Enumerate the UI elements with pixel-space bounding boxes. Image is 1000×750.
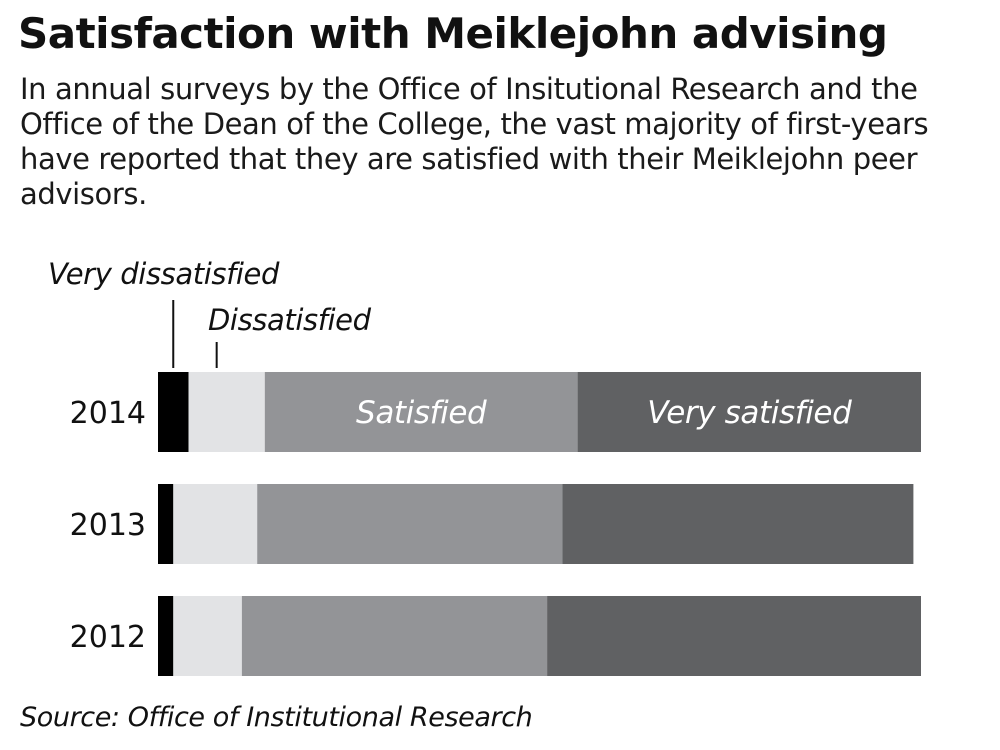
bar-dissatisfied-2014 <box>188 372 265 452</box>
bar-satisfied-2012 <box>241 596 548 676</box>
bar-very-dissatisfied-2013 <box>158 484 174 564</box>
bar-very-satisfied-2013 <box>562 484 914 564</box>
legend-label-very-satisfied: Very satisfied <box>647 395 852 431</box>
year-label-2013: 2013 <box>70 508 146 543</box>
bar-satisfied-2013 <box>257 484 563 564</box>
legend-label-very-dissatisfied: Very dissatisfied <box>48 257 280 291</box>
page-subtitle: In annual surveys by the Office of Insit… <box>20 72 929 211</box>
source-note: Source: Office of Institutional Research <box>20 702 533 733</box>
bar-dissatisfied-2013 <box>173 484 258 564</box>
bar-satisfied-2014 <box>264 372 578 452</box>
labels-layer: 2014 2013 2012 Very dissatisfied Dissatisfie… <box>48 257 852 655</box>
bar-very-dissatisfied-2012 <box>158 596 174 676</box>
bar-dissatisfied-2012 <box>173 596 242 676</box>
page-title: Satisfaction with Meiklejohn advising <box>18 9 888 58</box>
bar-very-satisfied-2014 <box>577 372 921 452</box>
bar-very-satisfied-2012 <box>547 596 921 676</box>
bar-very-dissatisfied-2014 <box>158 372 189 452</box>
legend-label-dissatisfied: Dissatisfied <box>208 303 372 337</box>
legend-label-satisfied: Satisfied <box>356 395 487 431</box>
year-label-2012: 2012 <box>70 620 146 655</box>
bars-layer <box>158 372 921 676</box>
year-label-2014: 2014 <box>70 396 146 431</box>
